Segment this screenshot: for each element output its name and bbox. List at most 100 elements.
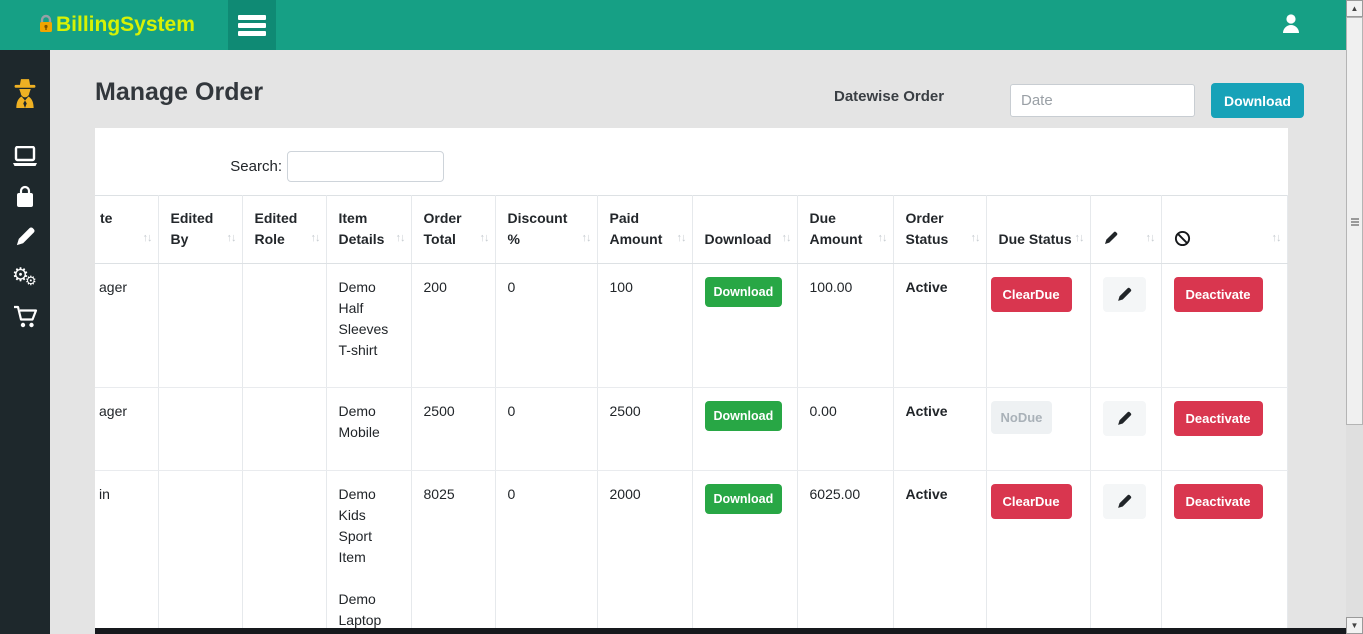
- sidebar-item-orders[interactable]: [0, 298, 50, 338]
- sidebar: ⚙ ⚙: [0, 50, 50, 634]
- top-navbar: BillingSystem: [0, 0, 1346, 50]
- download-row-button[interactable]: Download: [704, 401, 783, 431]
- cell-paid-amount: 100: [597, 263, 693, 388]
- horizontal-scrollbar[interactable]: [95, 628, 1346, 634]
- scrollbar-thumb[interactable]: [1346, 17, 1363, 425]
- cell-order-status: Active: [893, 470, 987, 634]
- cell-edited-by: [158, 470, 243, 634]
- sidebar-item-settings[interactable]: ⚙ ⚙: [0, 258, 50, 298]
- cell-discount: 0: [495, 470, 598, 634]
- cell-order-total: 8025: [411, 470, 496, 634]
- table-row: ager Demo Mobile 2500 0 2500 Download 0.…: [95, 387, 1288, 471]
- download-row-button[interactable]: Download: [704, 277, 783, 307]
- cell-due-amount: 6025.00: [797, 470, 894, 634]
- table-header-row: te ↑↓ Edited By ↑↓ Edited Role ↑↓ Item D…: [95, 195, 1288, 264]
- search-label: Search:: [230, 158, 282, 175]
- hamburger-button[interactable]: [228, 0, 276, 50]
- pencil-icon: [1116, 494, 1133, 510]
- sort-icon: ↑↓: [877, 232, 888, 244]
- brand-logo[interactable]: BillingSystem: [38, 11, 195, 39]
- ban-icon: [1174, 230, 1191, 247]
- due-status-button[interactable]: NoDue: [990, 401, 1053, 434]
- column-header-due-status[interactable]: Due Status ↑↓: [986, 195, 1091, 264]
- pencil-icon: [1116, 287, 1133, 303]
- column-header-download[interactable]: Download ↑↓: [692, 195, 798, 264]
- cell-edited-role: [242, 263, 327, 388]
- cell-item-details: Demo Mobile: [326, 387, 412, 471]
- cell-order-status: Active: [893, 387, 987, 471]
- cell-edited-role: [242, 387, 327, 471]
- sort-icon: ↑↓: [970, 232, 981, 244]
- user-menu-button[interactable]: [1276, 10, 1306, 40]
- sidebar-item-dashboard[interactable]: [0, 138, 50, 178]
- column-header-edited-role[interactable]: Edited Role ↑↓: [242, 195, 327, 264]
- sort-icon: ↑↓: [479, 232, 490, 244]
- scroll-up-button[interactable]: ▲: [1346, 0, 1363, 17]
- column-header-deactivate[interactable]: ↑↓: [1161, 195, 1288, 264]
- laptop-icon: [12, 145, 38, 171]
- cell-paid-amount: 2500: [597, 387, 693, 471]
- cell-due-amount: 100.00: [797, 263, 894, 388]
- cell-added-role: ager: [95, 263, 159, 388]
- sort-icon: ↑↓: [395, 232, 406, 244]
- vertical-scrollbar[interactable]: ▲ ▼: [1346, 0, 1363, 634]
- datewise-order-label: Datewise Order: [834, 88, 945, 105]
- cogs-icon: ⚙ ⚙: [12, 265, 37, 288]
- sort-icon: ↑↓: [781, 232, 792, 244]
- column-header-edited-by[interactable]: Edited By ↑↓: [158, 195, 243, 264]
- download-row-button[interactable]: Download: [704, 484, 783, 514]
- table-row: ager Demo Half Sleeves T-shirt 200 0 100…: [95, 263, 1288, 388]
- lock-icon: [38, 14, 54, 39]
- cell-added-role: in: [95, 470, 159, 634]
- deactivate-button[interactable]: Deactivate: [1173, 484, 1263, 519]
- column-header-item-details[interactable]: Item Details ↑↓: [326, 195, 412, 264]
- user-icon: [1281, 13, 1301, 38]
- scroll-down-button[interactable]: ▼: [1346, 617, 1363, 634]
- pencil-icon: [14, 225, 37, 251]
- pencil-icon: [1103, 231, 1119, 247]
- cell-due-amount: 0.00: [797, 387, 894, 471]
- edit-button[interactable]: [1102, 484, 1146, 519]
- sort-icon: ↑↓: [676, 232, 687, 244]
- cell-edited-role: [242, 470, 327, 634]
- column-header-edit[interactable]: ↑↓: [1090, 195, 1162, 264]
- sort-icon: ↑↓: [581, 232, 592, 244]
- column-header-date[interactable]: te ↑↓: [95, 195, 159, 264]
- column-header-paid-amount[interactable]: Paid Amount ↑↓: [597, 195, 693, 264]
- sort-icon: ↑↓: [142, 232, 153, 244]
- shopping-bag-icon: [14, 185, 36, 212]
- order-table-panel: Search: te ↑↓ Edited By ↑↓ Edited Role ↑…: [95, 128, 1288, 634]
- table-row: in Demo Kids Sport Item Demo Laptop 8025…: [95, 470, 1288, 634]
- cell-edited-by: [158, 263, 243, 388]
- order-table: te ↑↓ Edited By ↑↓ Edited Role ↑↓ Item D…: [95, 195, 1288, 634]
- column-header-order-status[interactable]: Order Status ↑↓: [893, 195, 987, 264]
- sidebar-item-edit[interactable]: [0, 218, 50, 258]
- sort-icon: ↑↓: [226, 232, 237, 244]
- deactivate-button[interactable]: Deactivate: [1173, 401, 1263, 436]
- due-status-button[interactable]: ClearDue: [990, 277, 1072, 312]
- column-header-discount[interactable]: Discount % ↑↓: [495, 195, 598, 264]
- column-header-order-total[interactable]: Order Total ↑↓: [411, 195, 496, 264]
- due-status-button[interactable]: ClearDue: [990, 484, 1072, 519]
- deactivate-button[interactable]: Deactivate: [1173, 277, 1263, 312]
- date-input[interactable]: [1010, 84, 1195, 117]
- sort-icon: ↑↓: [1074, 232, 1085, 244]
- edit-button[interactable]: [1102, 277, 1146, 312]
- cell-item-details: Demo Kids Sport Item Demo Laptop: [326, 470, 412, 634]
- cell-paid-amount: 2000: [597, 470, 693, 634]
- datewise-download-button[interactable]: Download: [1211, 83, 1304, 118]
- cell-edited-by: [158, 387, 243, 471]
- sidebar-item-account[interactable]: [0, 72, 50, 116]
- cell-order-status: Active: [893, 263, 987, 388]
- cell-discount: 0: [495, 387, 598, 471]
- cart-icon: [13, 305, 38, 331]
- sidebar-item-products[interactable]: [0, 178, 50, 218]
- cell-order-total: 200: [411, 263, 496, 388]
- hamburger-icon: [228, 14, 276, 36]
- brand-text: BillingSystem: [56, 13, 195, 36]
- edit-button[interactable]: [1102, 401, 1146, 436]
- column-header-due-amount[interactable]: Due Amount ↑↓: [797, 195, 894, 264]
- cell-discount: 0: [495, 263, 598, 388]
- spy-icon: [11, 78, 39, 111]
- search-input[interactable]: [287, 151, 444, 182]
